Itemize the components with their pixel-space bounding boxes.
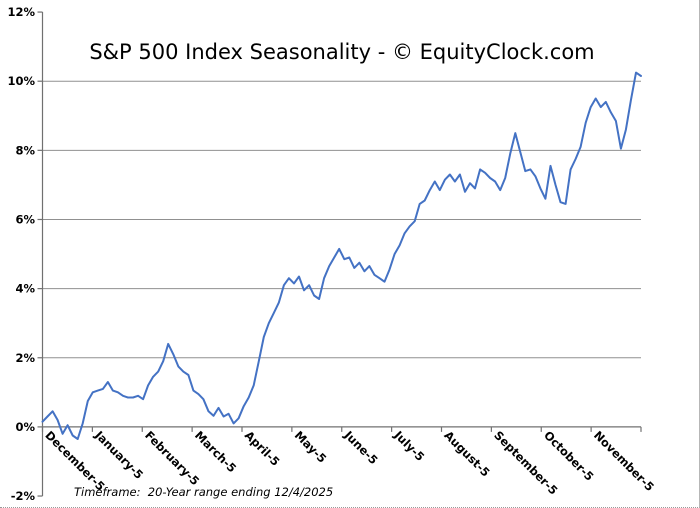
x-axis-label-april-5: April-5 bbox=[242, 428, 283, 469]
y-axis-label--2: -2% bbox=[11, 489, 36, 503]
x-axis-label-january-5: January-5 bbox=[92, 427, 147, 482]
y-axis-label-2: 2% bbox=[15, 351, 35, 365]
timeframe-footnote: Timeframe: 20-Year range ending 12/4/202… bbox=[74, 485, 334, 499]
x-axis-label-march-5: March-5 bbox=[192, 428, 239, 475]
x-axis-label-july-5: July-5 bbox=[391, 427, 428, 464]
y-axis-label-8: 8% bbox=[15, 143, 35, 157]
seasonality-line bbox=[41, 71, 642, 440]
x-axis-label-november-5: November-5 bbox=[591, 428, 657, 494]
y-axis-label-6: 6% bbox=[15, 212, 35, 226]
y-axis-label-12: 12% bbox=[7, 5, 35, 19]
y-axis-label-4: 4% bbox=[15, 282, 35, 296]
x-axis-label-june-5: June-5 bbox=[341, 427, 381, 467]
x-axis-label-august-5: August-5 bbox=[441, 428, 492, 479]
x-axis-label-may-5: May-5 bbox=[292, 428, 330, 466]
y-axis-label-0: 0% bbox=[15, 420, 35, 434]
chart-title: S&P 500 Index Seasonality - © EquityCloc… bbox=[89, 40, 595, 64]
y-axis-label-10: 10% bbox=[7, 74, 35, 88]
